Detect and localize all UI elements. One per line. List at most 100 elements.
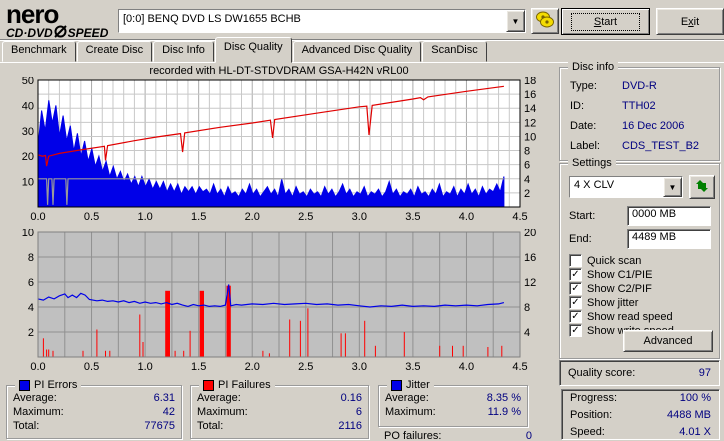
nero-logo: nero CD·DVD SPEED — [6, 1, 108, 40]
svg-text:3.5: 3.5 — [405, 211, 420, 223]
speed-row: Speed: 4.01 X — [570, 426, 711, 438]
svg-text:8: 8 — [524, 302, 530, 314]
header-bar: nero CD·DVD SPEED [0:0] BENQ DVD LS DW16… — [0, 0, 724, 40]
tab-benchmark[interactable]: Benchmark — [2, 41, 76, 62]
scan-speed-dropdown-button[interactable]: ▼ — [663, 177, 682, 197]
svg-text:0.0: 0.0 — [30, 211, 45, 223]
svg-text:10: 10 — [22, 229, 34, 239]
pi-failures-title: PI Failures — [218, 379, 271, 391]
check-icon: ✓ — [571, 282, 580, 294]
disc-id-row: ID: TTH02 — [570, 100, 656, 112]
checkbox-show-c2-pif[interactable]: ✓ Show C2/PIF — [569, 282, 652, 295]
checkbox-show-jitter[interactable]: ✓ Show jitter — [569, 296, 638, 309]
checkbox-show-c1-pie[interactable]: ✓ Show C1/PIE — [569, 268, 652, 281]
svg-text:1.0: 1.0 — [137, 211, 152, 223]
svg-text:0.5: 0.5 — [84, 211, 99, 223]
svg-text:14: 14 — [524, 103, 536, 115]
eject-disc-button[interactable] — [531, 8, 559, 34]
chart-title: recorded with HL-DT-STDVDRAM GSA-H42N vR… — [149, 65, 409, 77]
chevron-down-icon: ▼ — [668, 182, 677, 192]
jitter-title: Jitter — [406, 379, 430, 391]
start-position-field[interactable]: 0000 MB — [627, 205, 711, 226]
disc-quality-page: recorded with HL-DT-STDVDRAM GSA-H42N vR… — [0, 61, 724, 441]
svg-text:6: 6 — [28, 277, 34, 289]
chevron-down-icon: ▼ — [511, 16, 520, 26]
progress-row: Progress: 100 % — [570, 392, 711, 404]
disc-info-title: Disc info — [568, 61, 619, 73]
svg-text:30: 30 — [22, 126, 34, 138]
svg-text:1.5: 1.5 — [191, 211, 206, 223]
advanced-button[interactable]: Advanced — [623, 330, 713, 352]
tab-scandisc[interactable]: ScanDisc — [422, 41, 487, 62]
svg-text:40: 40 — [22, 100, 34, 112]
disc-label-row: Label: CDS_TEST_B2 — [570, 140, 700, 152]
settings-groupbox: Settings 4 X CLV ▼ Start: 0000 MB End: 4… — [559, 157, 720, 359]
tab-create-disc[interactable]: Create Disc — [76, 41, 153, 62]
refresh-button[interactable] — [689, 175, 715, 199]
jitter-legend-swatch — [391, 379, 402, 391]
quality-score-value: 97 — [698, 367, 711, 379]
svg-text:4.5: 4.5 — [512, 211, 527, 223]
scan-speed-select[interactable]: 4 X CLV ▼ — [569, 176, 683, 198]
pi-failures-stats-box: PI Failures Average: 0.16 Maximum: 6 Total… — [190, 379, 369, 439]
po-failures-row: PO failures: 0 — [384, 430, 532, 441]
end-position-field[interactable]: 4489 MB — [627, 228, 711, 249]
svg-text:4: 4 — [524, 174, 530, 186]
svg-text:6: 6 — [524, 160, 530, 172]
svg-text:4.0: 4.0 — [459, 211, 474, 223]
svg-text:16: 16 — [524, 89, 536, 101]
pi-errors-stats-box: PI Errors Average: 6.31 Maximum: 42 Total:… — [6, 379, 182, 439]
check-icon: ✓ — [571, 324, 580, 336]
exit-button[interactable]: Exit — [656, 8, 724, 35]
drive-select[interactable]: [0:0] BENQ DVD LS DW1655 BCHB ▼ — [118, 9, 526, 33]
refresh-icon — [695, 179, 709, 196]
drive-select-dropdown-button[interactable]: ▼ — [506, 10, 525, 32]
settings-title: Settings — [568, 157, 616, 169]
pi-failures-legend-swatch — [203, 379, 214, 391]
pi-errors-title: PI Errors — [34, 379, 78, 391]
svg-text:3.0: 3.0 — [352, 211, 367, 223]
tab-disc-quality[interactable]: Disc Quality — [214, 37, 292, 63]
svg-text:4: 4 — [524, 327, 530, 339]
svg-text:10: 10 — [524, 131, 536, 143]
checkbox-show-read-speed[interactable]: ✓ Show read speed — [569, 310, 673, 323]
position-row: Position: 4488 MB — [570, 409, 711, 421]
disc-date-row: Date: 16 Dec 2006 — [570, 120, 685, 132]
svg-text:20: 20 — [524, 229, 536, 239]
check-icon: ✓ — [571, 268, 580, 280]
svg-text:4.5: 4.5 — [512, 361, 527, 373]
quality-score-panel: Quality score: 97 — [559, 360, 720, 386]
pi-failures-jitter-chart: 2 4 6 8 10 4 8 12 16 20 0.0 0.5 1.0 1.5 2.0 2.5 3.0 3.5 4.… — [0, 227, 540, 380]
svg-text:8: 8 — [28, 252, 34, 264]
disc-info-groupbox: Disc info Type: DVD-R ID: TTH02 Date: 16 De… — [559, 61, 720, 161]
svg-text:3.0: 3.0 — [352, 361, 367, 373]
checkbox-quick-scan[interactable]: ✓ Quick scan — [569, 254, 641, 267]
start-position-row: Start: 0000 MB — [569, 205, 711, 226]
svg-text:3.5: 3.5 — [405, 361, 420, 373]
svg-text:2.0: 2.0 — [245, 361, 260, 373]
svg-text:18: 18 — [524, 77, 536, 87]
tab-advanced-disc-quality[interactable]: Advanced Disc Quality — [292, 41, 422, 62]
svg-text:2: 2 — [28, 327, 34, 339]
svg-text:2.0: 2.0 — [245, 211, 260, 223]
svg-text:16: 16 — [524, 252, 536, 264]
svg-text:8: 8 — [524, 146, 530, 158]
nero-logo-text: nero — [6, 0, 59, 29]
svg-text:12: 12 — [524, 277, 536, 289]
drive-select-value: [0:0] BENQ DVD LS DW1655 BCHB — [119, 10, 506, 32]
logo-speed-text: SPEED — [67, 25, 109, 40]
svg-text:4.0: 4.0 — [459, 361, 474, 373]
jitter-stats-box: Jitter Average: 8.35 % Maximum: 11.9 % — [378, 379, 528, 427]
start-button[interactable]: Start — [561, 8, 650, 35]
svg-text:10: 10 — [22, 177, 34, 189]
disc-eject-icon — [535, 11, 555, 31]
svg-text:1.5: 1.5 — [191, 361, 206, 373]
svg-text:12: 12 — [524, 117, 536, 129]
scan-speed-value: 4 X CLV — [570, 177, 663, 197]
check-icon: ✓ — [571, 310, 580, 322]
svg-text:50: 50 — [22, 77, 34, 87]
tab-disc-info[interactable]: Disc Info — [153, 41, 214, 62]
pi-errors-chart: 10 20 30 40 50 2 4 6 8 10 12 14 16 18 0.0 0.5 1.0 1.5 2.0 2… — [0, 75, 540, 230]
check-icon: ✓ — [571, 296, 580, 308]
